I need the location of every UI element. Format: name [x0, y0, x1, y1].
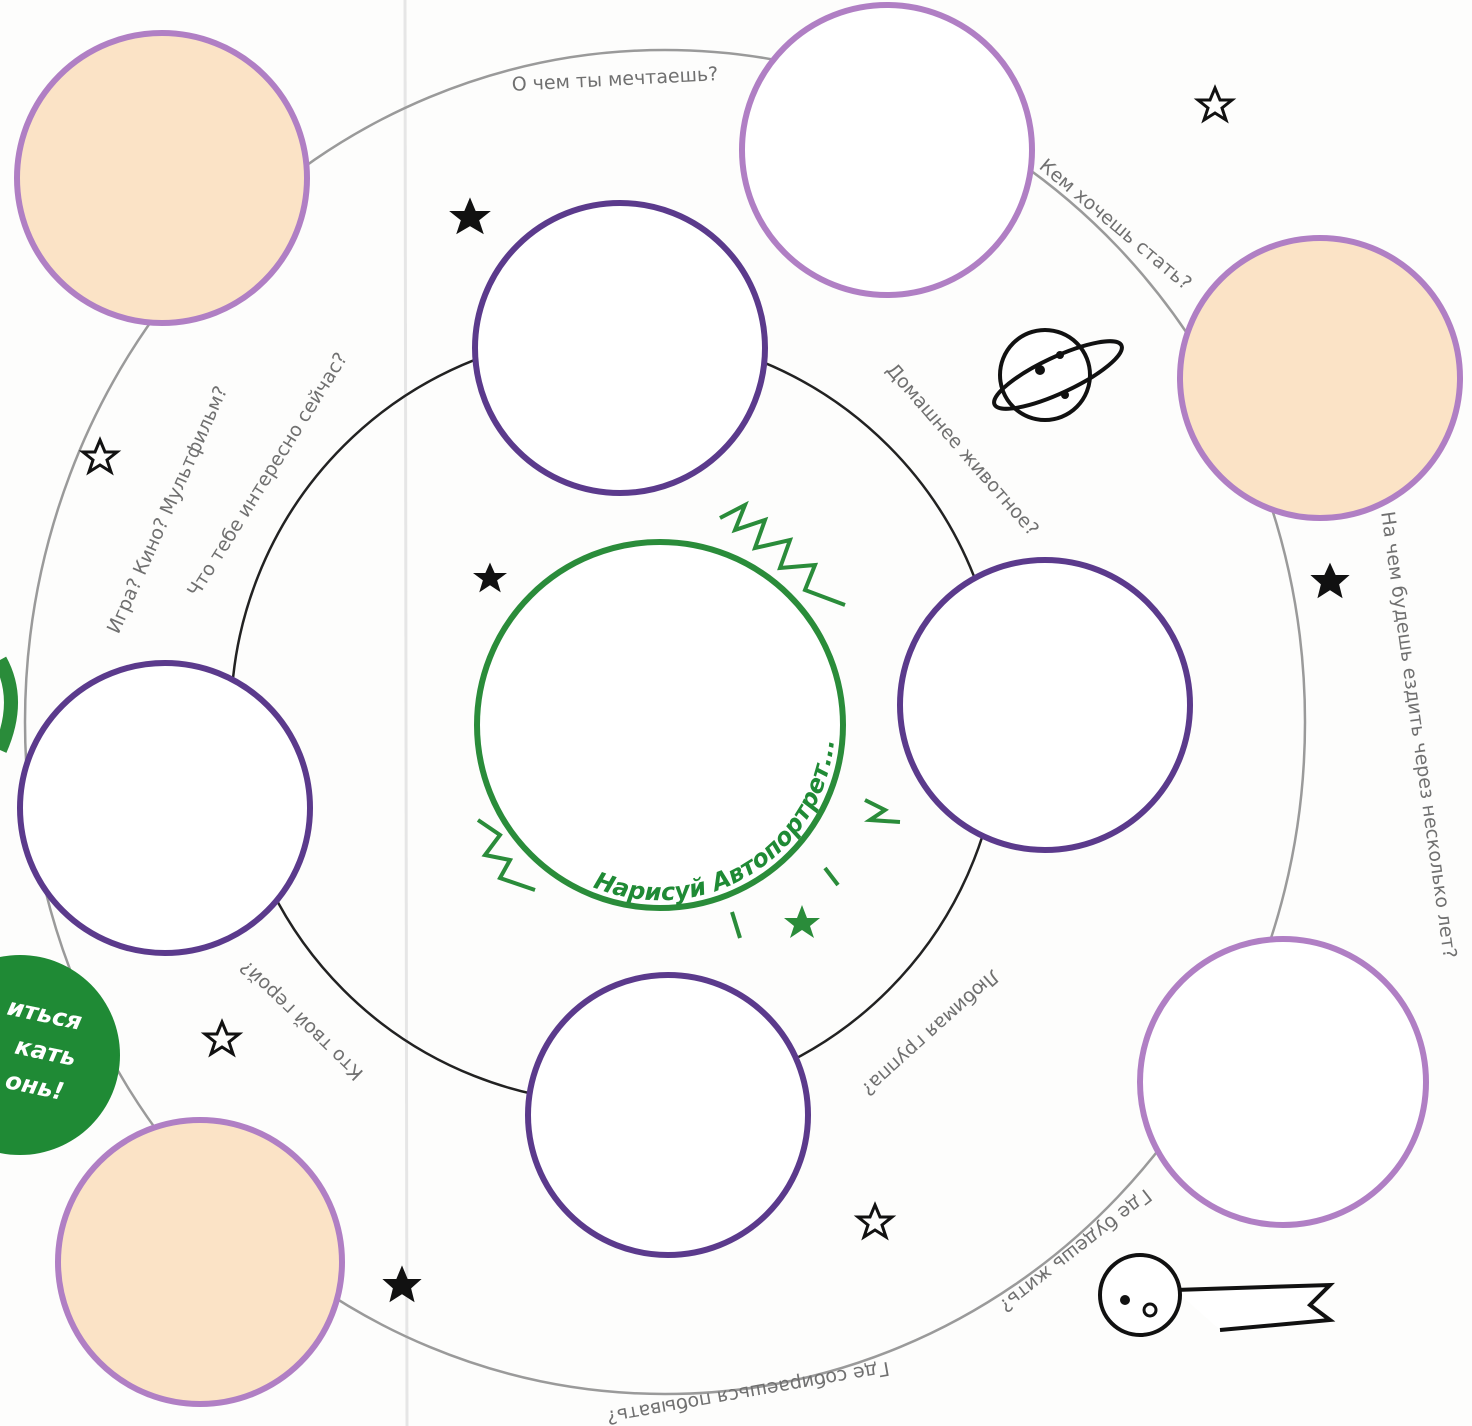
page-fold	[405, 0, 407, 1426]
crater	[1056, 351, 1064, 359]
self-portrait-circle	[477, 542, 843, 908]
photo-circle	[475, 203, 765, 493]
activity-page: О чем ты мечтаешь? Кем хочешь стать? На …	[0, 0, 1472, 1426]
crater	[1061, 391, 1069, 399]
comet-eye	[1120, 1295, 1130, 1305]
photo-circle	[528, 975, 808, 1255]
photo-circle	[20, 663, 310, 953]
photo-circle	[58, 1120, 342, 1404]
photo-circle	[1180, 238, 1460, 518]
photo-circle	[1140, 939, 1426, 1225]
crater	[1035, 365, 1045, 375]
photo-circle	[17, 33, 307, 323]
photo-circle	[900, 560, 1190, 850]
photo-circle	[742, 5, 1032, 295]
comet-head	[1100, 1255, 1180, 1335]
